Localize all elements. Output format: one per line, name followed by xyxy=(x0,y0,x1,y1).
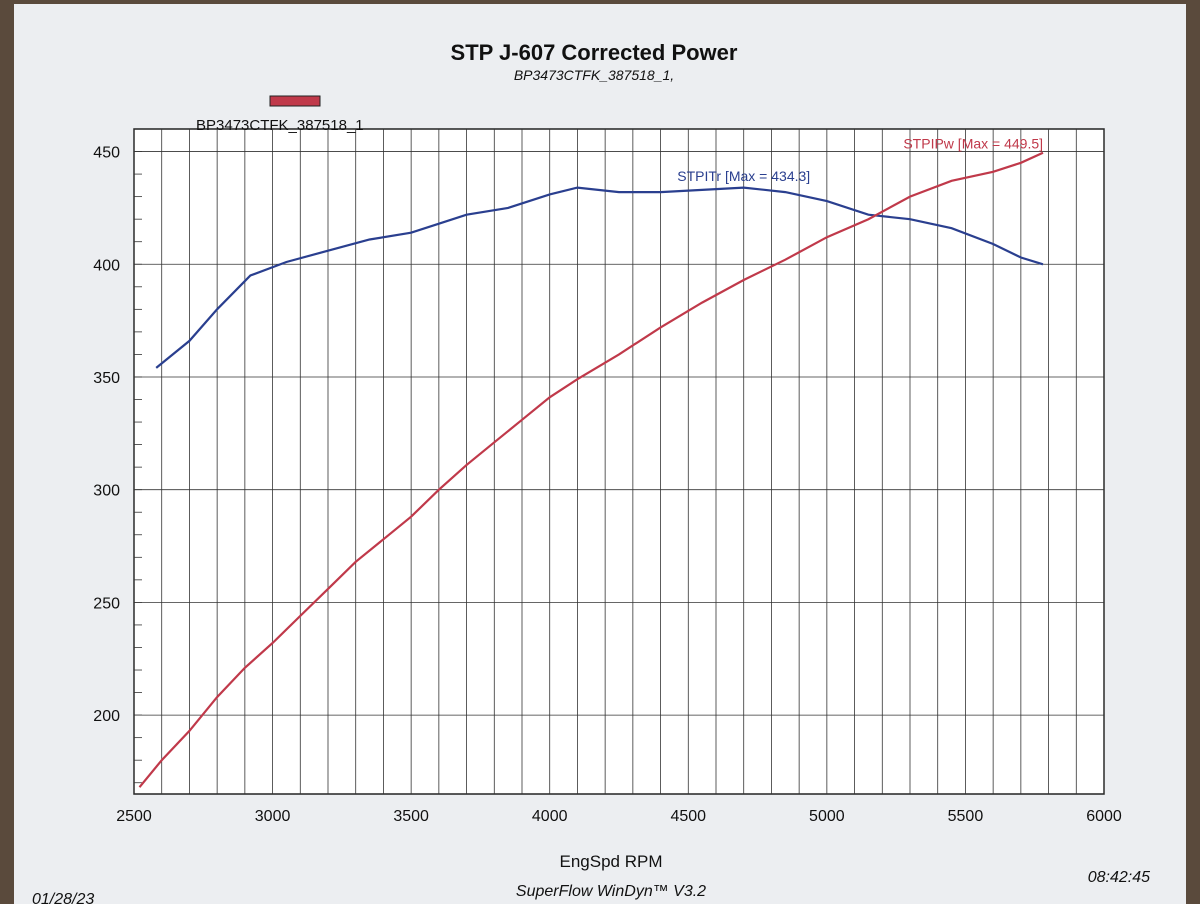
x-tick-label: 4500 xyxy=(670,808,706,825)
tick-labels: 2500 3000 3500 4000 4500 5000 5500 6000 200 250 30… xyxy=(93,145,1122,825)
legend-entry: BP3473CTFK_387518_1 xyxy=(196,117,364,134)
series-label: STPIPw [Max = 449.5] xyxy=(903,136,1043,152)
x-tick-label: 5000 xyxy=(809,808,845,825)
dyno-chart: STPITr [Max = 434.3] STPIPw [Max = 449.5]… xyxy=(32,40,1150,904)
chart-subtitle: BP3473CTFK_387518_1, xyxy=(514,67,674,83)
timestamp: 08:42:45 xyxy=(1088,869,1150,886)
x-tick-label: 4000 xyxy=(532,808,568,825)
y-tick-label: 300 xyxy=(93,483,120,500)
legend-swatch xyxy=(269,95,321,107)
y-tick-label: 250 xyxy=(93,595,120,612)
series-line-power xyxy=(138,151,1044,788)
x-tick-label: 3000 xyxy=(255,808,291,825)
software-footer: SuperFlow WinDyn™ V3.2 xyxy=(516,883,706,900)
x-tick-label: 5500 xyxy=(948,808,984,825)
plot-area xyxy=(133,128,1105,795)
grid-lines xyxy=(133,129,1105,794)
y-tick-label: 350 xyxy=(93,370,120,387)
date: 01/28/23 xyxy=(32,891,94,904)
x-tick-label: 3500 xyxy=(393,808,429,825)
x-tick-label: 2500 xyxy=(116,808,152,825)
x-tick-label: 6000 xyxy=(1086,808,1122,825)
x-axis-label: EngSpd RPM xyxy=(560,852,663,871)
series-layer: STPITr [Max = 434.3] STPIPw [Max = 449.5] xyxy=(138,136,1044,788)
chart-title: STP J-607 Corrected Power xyxy=(451,40,738,65)
y-tick-label: 200 xyxy=(93,708,120,725)
series-label: STPITr [Max = 434.3] xyxy=(677,168,810,184)
dyno-printout-sheet: STPITr [Max = 434.3] STPIPw [Max = 449.5]… xyxy=(14,4,1186,904)
y-tick-label: 400 xyxy=(93,257,120,274)
y-tick-label: 450 xyxy=(93,145,120,162)
series-line-torque xyxy=(155,186,1044,369)
